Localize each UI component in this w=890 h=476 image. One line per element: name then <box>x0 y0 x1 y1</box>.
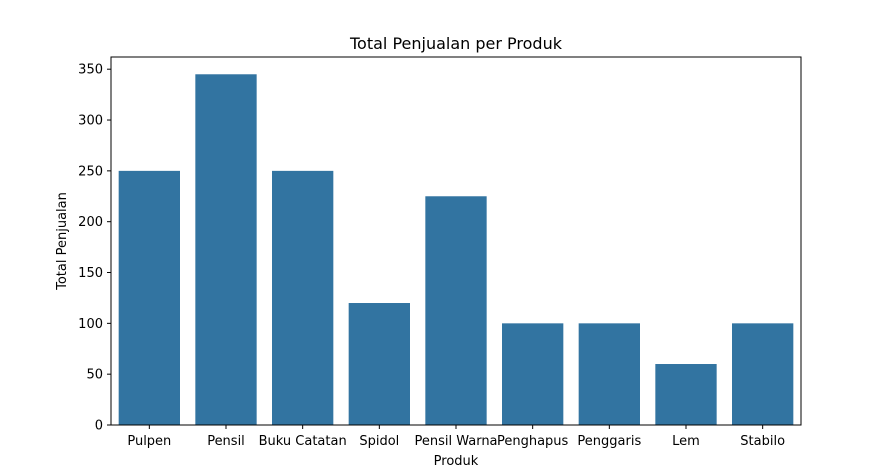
plot-frame <box>110 56 802 426</box>
bar-buku-catatan <box>272 170 334 425</box>
y-tick-label: 50 <box>86 368 103 383</box>
bar-spidol <box>348 303 410 425</box>
y-tick-label: 350 <box>78 63 103 78</box>
chart-title: Total Penjualan per Produk <box>349 34 563 53</box>
x-tick-label: Pulpen <box>127 434 171 449</box>
x-axis-ticks: Pulpen Pensil Buku Catatan Spidol Pensil War… <box>127 425 785 449</box>
y-tick-label: 150 <box>78 266 103 281</box>
x-tick-label: Spidol <box>359 434 399 449</box>
y-axis-ticks: 0 50 100 150 200 250 300 350 <box>78 63 111 434</box>
bar-penggaris <box>578 323 640 425</box>
x-axis-label: Produk <box>434 454 479 469</box>
bar-lem <box>655 364 717 425</box>
y-tick-label: 0 <box>95 419 103 434</box>
bar-pulpen <box>118 170 180 425</box>
y-tick-label: 200 <box>78 215 103 230</box>
bar-pensil-warna <box>425 196 487 425</box>
x-tick-label: Stabilo <box>740 434 785 449</box>
y-tick-label: 250 <box>78 164 103 179</box>
y-tick-label: 300 <box>78 114 103 129</box>
bar-penghapus <box>502 323 564 425</box>
x-tick-label: Buku Catatan <box>259 434 347 449</box>
x-tick-label: Penghapus <box>497 434 569 449</box>
x-tick-label: Pensil <box>207 434 245 449</box>
y-tick-label: 100 <box>78 317 103 332</box>
bars-group <box>118 74 794 425</box>
x-tick-label: Penggaris <box>577 434 641 449</box>
bar-pensil <box>195 74 257 425</box>
x-tick-label: Pensil Warna <box>414 434 497 449</box>
x-tick-label: Lem <box>672 434 700 449</box>
y-axis-label: Total Penjualan <box>55 192 70 291</box>
bar-stabilo <box>732 323 794 425</box>
